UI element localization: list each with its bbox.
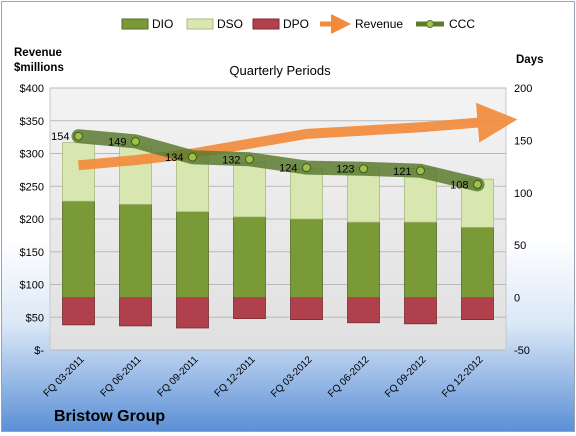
- left-tick-label: $350: [20, 116, 44, 128]
- bar-dso: [347, 167, 380, 223]
- ccc-data-label: 154: [51, 131, 69, 143]
- bar-dio: [461, 226, 494, 299]
- legend-swatch-dso: [186, 18, 214, 30]
- ccc-data-label: 132: [222, 154, 240, 166]
- bar-dio: [233, 216, 266, 299]
- right-tick-label: -50: [514, 345, 530, 357]
- ccc-data-label: 108: [450, 179, 468, 191]
- left-tick-label: $150: [20, 247, 44, 259]
- category-label: FQ 12-2012: [440, 354, 486, 400]
- bar-dio: [290, 218, 323, 298]
- lines: [71, 102, 518, 192]
- right-tick-label: 0: [514, 293, 520, 305]
- bar-dpo: [347, 297, 380, 324]
- legend-label-revenue: Revenue: [355, 17, 403, 31]
- bar-dio: [176, 211, 209, 298]
- ccc-point: [416, 166, 425, 176]
- legend-label-ccc: CCC: [449, 17, 475, 31]
- left-tick-label: $50: [26, 312, 44, 324]
- ccc-data-label: 149: [108, 136, 126, 148]
- bar-dpo: [62, 297, 95, 326]
- left-tick-label: $250: [20, 181, 44, 193]
- bars: [62, 142, 494, 329]
- bar-dio: [62, 200, 95, 299]
- company-name: Bristow Group: [54, 408, 165, 425]
- category-label: FQ 09-2012: [383, 354, 429, 400]
- category-label: FQ 06-2012: [326, 354, 372, 400]
- left-tick-label: $100: [20, 280, 44, 292]
- ccc-point: [74, 131, 83, 141]
- category-label: FQ 06-2011: [99, 354, 144, 399]
- left-tick-label: $300: [20, 149, 44, 161]
- legend: DIO DSO DPO Revenue CCC: [121, 14, 475, 34]
- ccc-point: [359, 164, 368, 174]
- left-axis-label-line1: Revenue: [14, 47, 62, 59]
- chart-title: Quarterly Periods: [229, 63, 331, 78]
- ccc-data-label: 134: [165, 152, 183, 164]
- bar-dpo: [119, 297, 152, 327]
- right-tick-label: 100: [514, 188, 532, 200]
- right-axis-label: Days: [516, 54, 544, 66]
- left-tick-label: $-: [34, 345, 44, 357]
- right-tick-label: 200: [514, 83, 532, 95]
- bar-dpo: [461, 297, 494, 321]
- chart: $400 $350 $300 $250 $200 $150 $100 $50 $- 200 150 1…: [14, 14, 544, 425]
- left-tick-label: $200: [20, 214, 44, 226]
- left-axis-label-line2: $millions: [14, 62, 64, 74]
- right-tick-label: 50: [514, 240, 526, 252]
- legend-swatch-dio: [121, 18, 149, 30]
- ccc-data-label: 121: [393, 166, 411, 178]
- ccc-line: [71, 129, 485, 192]
- legend-swatch-dpo: [252, 18, 280, 30]
- bar-dio: [347, 221, 380, 298]
- legend-label-dso: DSO: [217, 17, 243, 31]
- legend-label-dio: DIO: [152, 17, 173, 31]
- ccc-data-label: 123: [336, 164, 354, 176]
- legend-swatch-ccc-marker: [426, 20, 434, 28]
- ccc-data-label: 124: [279, 163, 297, 175]
- revenue-arrow: [78, 102, 518, 171]
- category-label: FQ 12-2011: [213, 354, 258, 399]
- bar-dpo: [404, 297, 437, 325]
- bar-dpo: [176, 297, 209, 329]
- legend-label-dpo: DPO: [283, 17, 309, 31]
- category-label: FQ 03-2012: [269, 354, 315, 400]
- category-label: FQ 03-2011: [42, 354, 87, 399]
- bar-dso: [62, 142, 95, 202]
- left-tick-label: $400: [20, 83, 44, 95]
- ccc-point: [188, 152, 197, 162]
- bar-dpo: [233, 297, 266, 319]
- bar-dio: [404, 221, 437, 298]
- bar-dso: [290, 168, 323, 220]
- ccc-point: [473, 179, 482, 189]
- bar-dio: [119, 203, 152, 299]
- ccc-point: [131, 136, 140, 146]
- ccc-point: [245, 154, 254, 164]
- category-label: FQ 09-2011: [156, 354, 201, 399]
- bar-dpo: [290, 297, 323, 321]
- right-tick-label: 150: [514, 135, 532, 147]
- bar-dso: [233, 162, 266, 218]
- ccc-point: [302, 163, 311, 173]
